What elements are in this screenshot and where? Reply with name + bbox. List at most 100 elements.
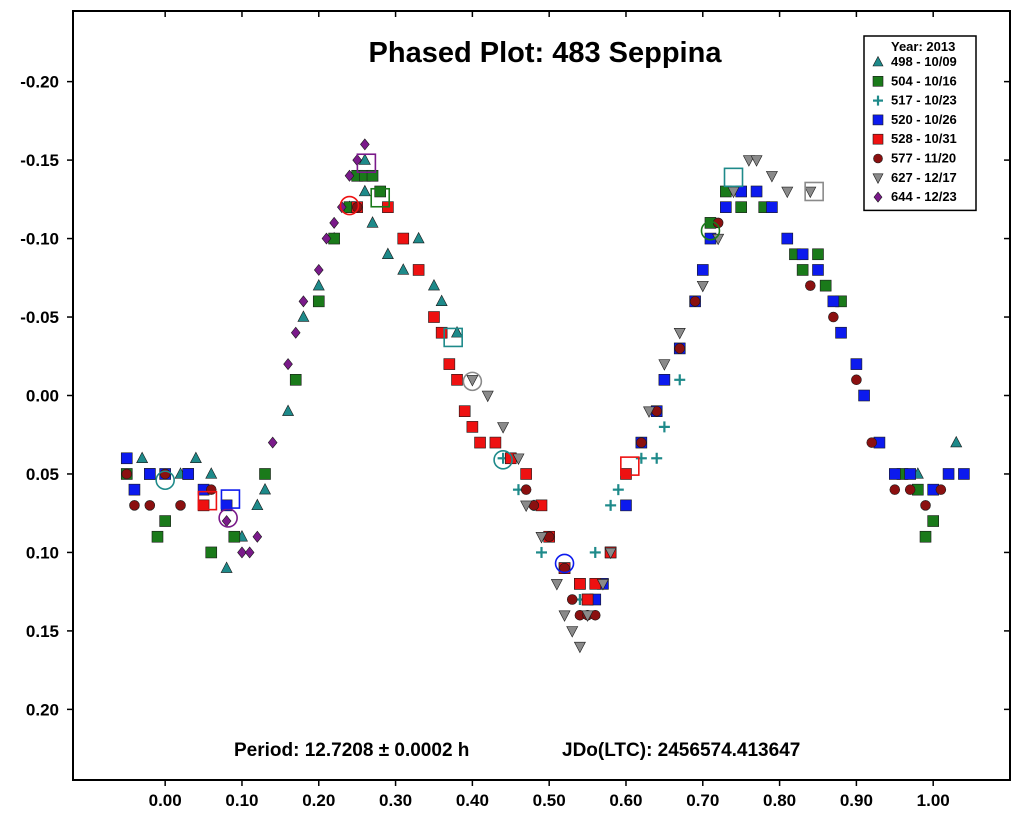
legend-entry: 517 - 10/23 <box>891 93 957 108</box>
data-point <box>451 326 464 338</box>
data-point <box>189 451 202 463</box>
data-point <box>658 421 670 433</box>
data-point <box>144 468 156 480</box>
data-point <box>566 594 578 605</box>
data-point <box>651 452 663 464</box>
data-point <box>581 610 594 622</box>
data-point <box>451 374 463 386</box>
x-tick-label: 0.90 <box>840 791 873 810</box>
data-point <box>927 515 939 527</box>
data-point <box>750 155 763 167</box>
data-point <box>121 468 133 480</box>
reference-marker <box>218 508 238 528</box>
legend-marker <box>872 55 884 67</box>
data-point <box>935 484 947 495</box>
x-tick-label: 0.60 <box>609 791 642 810</box>
chart-title: Phased Plot: 483 Seppina <box>369 37 723 69</box>
legend-marker <box>872 114 884 126</box>
data-point <box>812 248 824 261</box>
data-point <box>466 375 479 387</box>
legend-marker <box>872 76 884 87</box>
y-tick-label: 0.10 <box>26 543 59 562</box>
data-point <box>674 374 686 386</box>
data-point <box>244 546 255 559</box>
data-point <box>765 171 778 183</box>
reference-marker <box>493 450 513 470</box>
series-644 <box>221 138 370 559</box>
data-point <box>781 186 794 199</box>
data-point <box>673 328 686 340</box>
data-point <box>596 579 609 591</box>
data-point <box>267 436 278 449</box>
reference-marker <box>620 456 640 476</box>
data-point <box>312 295 325 308</box>
legend-entry: 520 - 10/26 <box>891 112 957 127</box>
y-tick-label: -0.15 <box>20 151 59 170</box>
data-point <box>259 468 271 480</box>
data-point <box>819 279 832 292</box>
data-point <box>620 468 632 480</box>
legend-title: Year: 2013 <box>891 39 955 54</box>
reference-marker <box>443 327 463 348</box>
data-point <box>520 468 532 480</box>
reference-marker <box>197 490 218 511</box>
data-point <box>290 326 301 339</box>
data-point <box>366 169 379 182</box>
data-point <box>550 579 563 591</box>
data-point <box>735 201 747 213</box>
legend-marker <box>872 173 884 184</box>
data-point <box>858 389 870 402</box>
data-point <box>128 483 141 496</box>
data-point <box>283 358 293 371</box>
data-point <box>573 641 586 654</box>
data-point <box>313 263 324 276</box>
data-point <box>520 484 532 495</box>
legend-entry: 528 - 10/31 <box>891 131 957 146</box>
series-577 <box>121 201 947 621</box>
data-point <box>360 138 370 151</box>
data-point <box>904 468 916 480</box>
legend-entry: 504 - 10/16 <box>891 73 957 88</box>
data-point <box>589 546 601 558</box>
data-point <box>136 451 149 463</box>
data-point <box>252 530 263 543</box>
series-504 <box>120 169 939 559</box>
data-point <box>888 468 901 480</box>
reference-marker <box>723 167 744 188</box>
data-point <box>497 422 510 434</box>
data-point <box>374 185 387 198</box>
data-point <box>151 530 164 543</box>
data-point <box>205 484 217 495</box>
data-point <box>228 530 241 543</box>
data-point <box>581 593 594 606</box>
data-point <box>358 153 371 165</box>
data-point <box>635 452 647 464</box>
data-point <box>120 452 133 465</box>
data-point <box>850 358 863 370</box>
data-point <box>175 500 186 511</box>
data-point <box>919 530 932 543</box>
data-point <box>520 500 533 513</box>
data-point <box>237 546 247 559</box>
y-tick-label: 0.20 <box>26 700 59 719</box>
legend-marker <box>872 133 884 145</box>
data-point <box>835 326 847 339</box>
y-tick-label: -0.20 <box>20 73 59 92</box>
reference-marker <box>339 195 360 216</box>
data-point <box>412 231 425 244</box>
data-point <box>696 264 709 276</box>
data-point <box>337 201 347 214</box>
data-point <box>159 515 171 527</box>
data-point <box>297 310 310 322</box>
data-point <box>674 343 685 354</box>
reference-marker <box>462 371 483 392</box>
data-point <box>658 359 671 371</box>
data-point <box>942 468 955 480</box>
data-point <box>144 500 156 511</box>
data-point <box>827 295 840 308</box>
data-point <box>397 232 410 245</box>
data-point <box>205 546 218 559</box>
data-point <box>397 263 410 275</box>
